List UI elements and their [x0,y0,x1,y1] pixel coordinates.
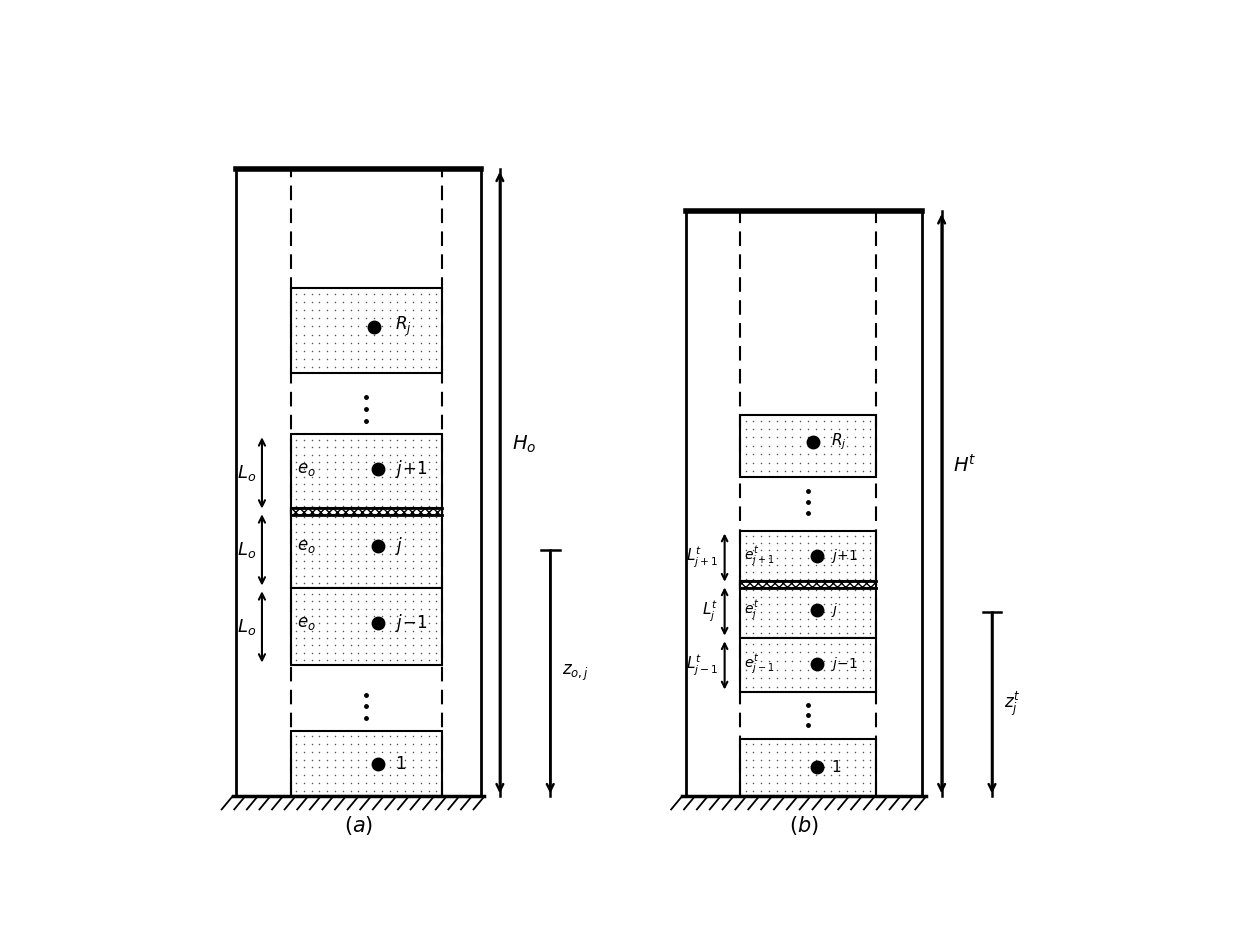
Text: $j$: $j$ [831,601,838,619]
Text: $e^t_{j-1}$: $e^t_{j-1}$ [744,652,775,675]
Bar [290,511,441,588]
Text: $z_{o,j}$: $z_{o,j}$ [562,663,589,683]
Bar [290,731,441,796]
Text: $e^t_j$: $e^t_j$ [744,598,759,622]
Bar [740,738,875,796]
Text: $L^t_{j-1}$: $L^t_{j-1}$ [686,653,718,678]
Text: $L^t_{j+1}$: $L^t_{j+1}$ [686,545,718,570]
Bar [740,584,875,639]
Text: $e_o$: $e_o$ [296,537,316,555]
Text: $1$: $1$ [394,754,405,773]
Bar [740,416,875,477]
Text: $j\!-\!1$: $j\!-\!1$ [831,655,859,673]
Bar [740,531,875,584]
Text: $j\!+\!1$: $j\!+\!1$ [831,547,859,565]
Text: $R_j$: $R_j$ [831,431,847,452]
Text: $H_o$: $H_o$ [512,433,536,455]
Bar [290,588,441,665]
Text: $(a)$: $(a)$ [343,814,373,837]
Bar [290,288,441,372]
Text: $e_o$: $e_o$ [296,460,316,478]
Text: $j\!-\!1$: $j\!-\!1$ [394,613,428,634]
Text: $j$: $j$ [394,535,403,557]
Text: $L^t_j$: $L^t_j$ [702,599,718,624]
Text: $R_j$: $R_j$ [394,315,412,339]
Text: $e^t_{j+1}$: $e^t_{j+1}$ [744,544,775,567]
Text: $j\!+\!1$: $j\!+\!1$ [394,458,428,480]
Text: $e_o$: $e_o$ [296,614,316,632]
Bar [290,507,441,515]
Text: $L_o$: $L_o$ [237,617,255,637]
Bar [740,582,875,588]
Text: $H^t$: $H^t$ [954,454,977,477]
Text: $z^t_j$: $z^t_j$ [1003,689,1021,719]
Text: $L_o$: $L_o$ [237,540,255,560]
Bar [290,434,441,511]
Text: $L_o$: $L_o$ [237,463,255,483]
Text: $(b)$: $(b)$ [789,814,818,837]
Bar [740,639,875,692]
Text: $1$: $1$ [831,760,842,776]
